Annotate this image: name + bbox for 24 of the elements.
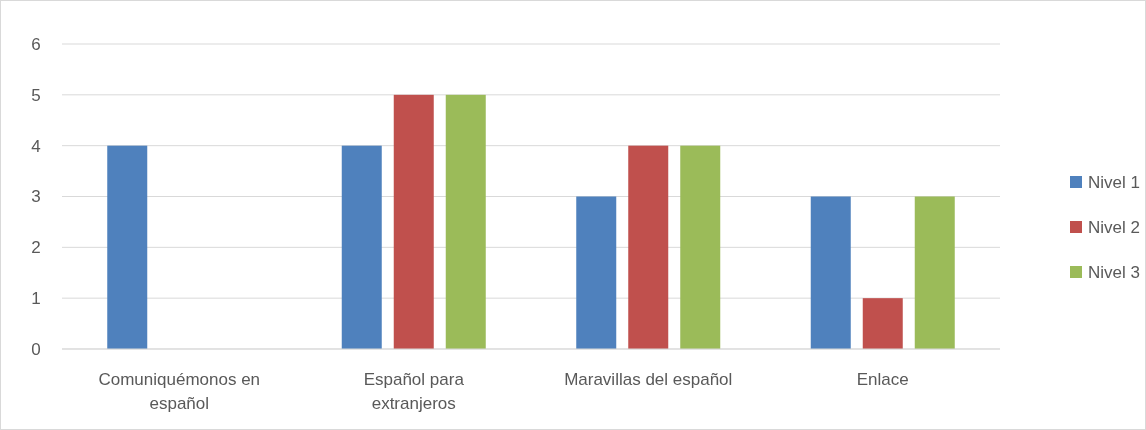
y-tick-label: 5 xyxy=(31,85,41,105)
x-tick-label: Enlace xyxy=(856,370,909,389)
y-tick-label: 3 xyxy=(31,187,41,207)
bar xyxy=(810,196,851,349)
bar xyxy=(862,298,903,349)
bar xyxy=(680,145,721,349)
x-tick-label: Comuniquémonos en español xyxy=(98,370,261,413)
legend-label: Nivel 1 xyxy=(1088,172,1140,192)
bar xyxy=(914,196,955,349)
y-tick-label: 0 xyxy=(31,339,41,359)
legend-label: Nivel 2 xyxy=(1088,217,1140,237)
x-tick-label: Maravillas del español xyxy=(564,370,733,389)
y-tick-label: 1 xyxy=(31,289,41,309)
x-tick-label: Español para extranjeros xyxy=(363,370,465,413)
y-tick-label: 6 xyxy=(31,34,41,54)
bar xyxy=(628,145,669,349)
bar xyxy=(107,145,148,349)
bar xyxy=(445,94,486,349)
y-tick-label: 2 xyxy=(31,238,41,258)
bar xyxy=(393,94,434,349)
y-tick-label: 4 xyxy=(31,136,41,156)
legend-label: Nivel 3 xyxy=(1088,262,1140,282)
bar xyxy=(341,145,382,349)
bar xyxy=(576,196,617,349)
